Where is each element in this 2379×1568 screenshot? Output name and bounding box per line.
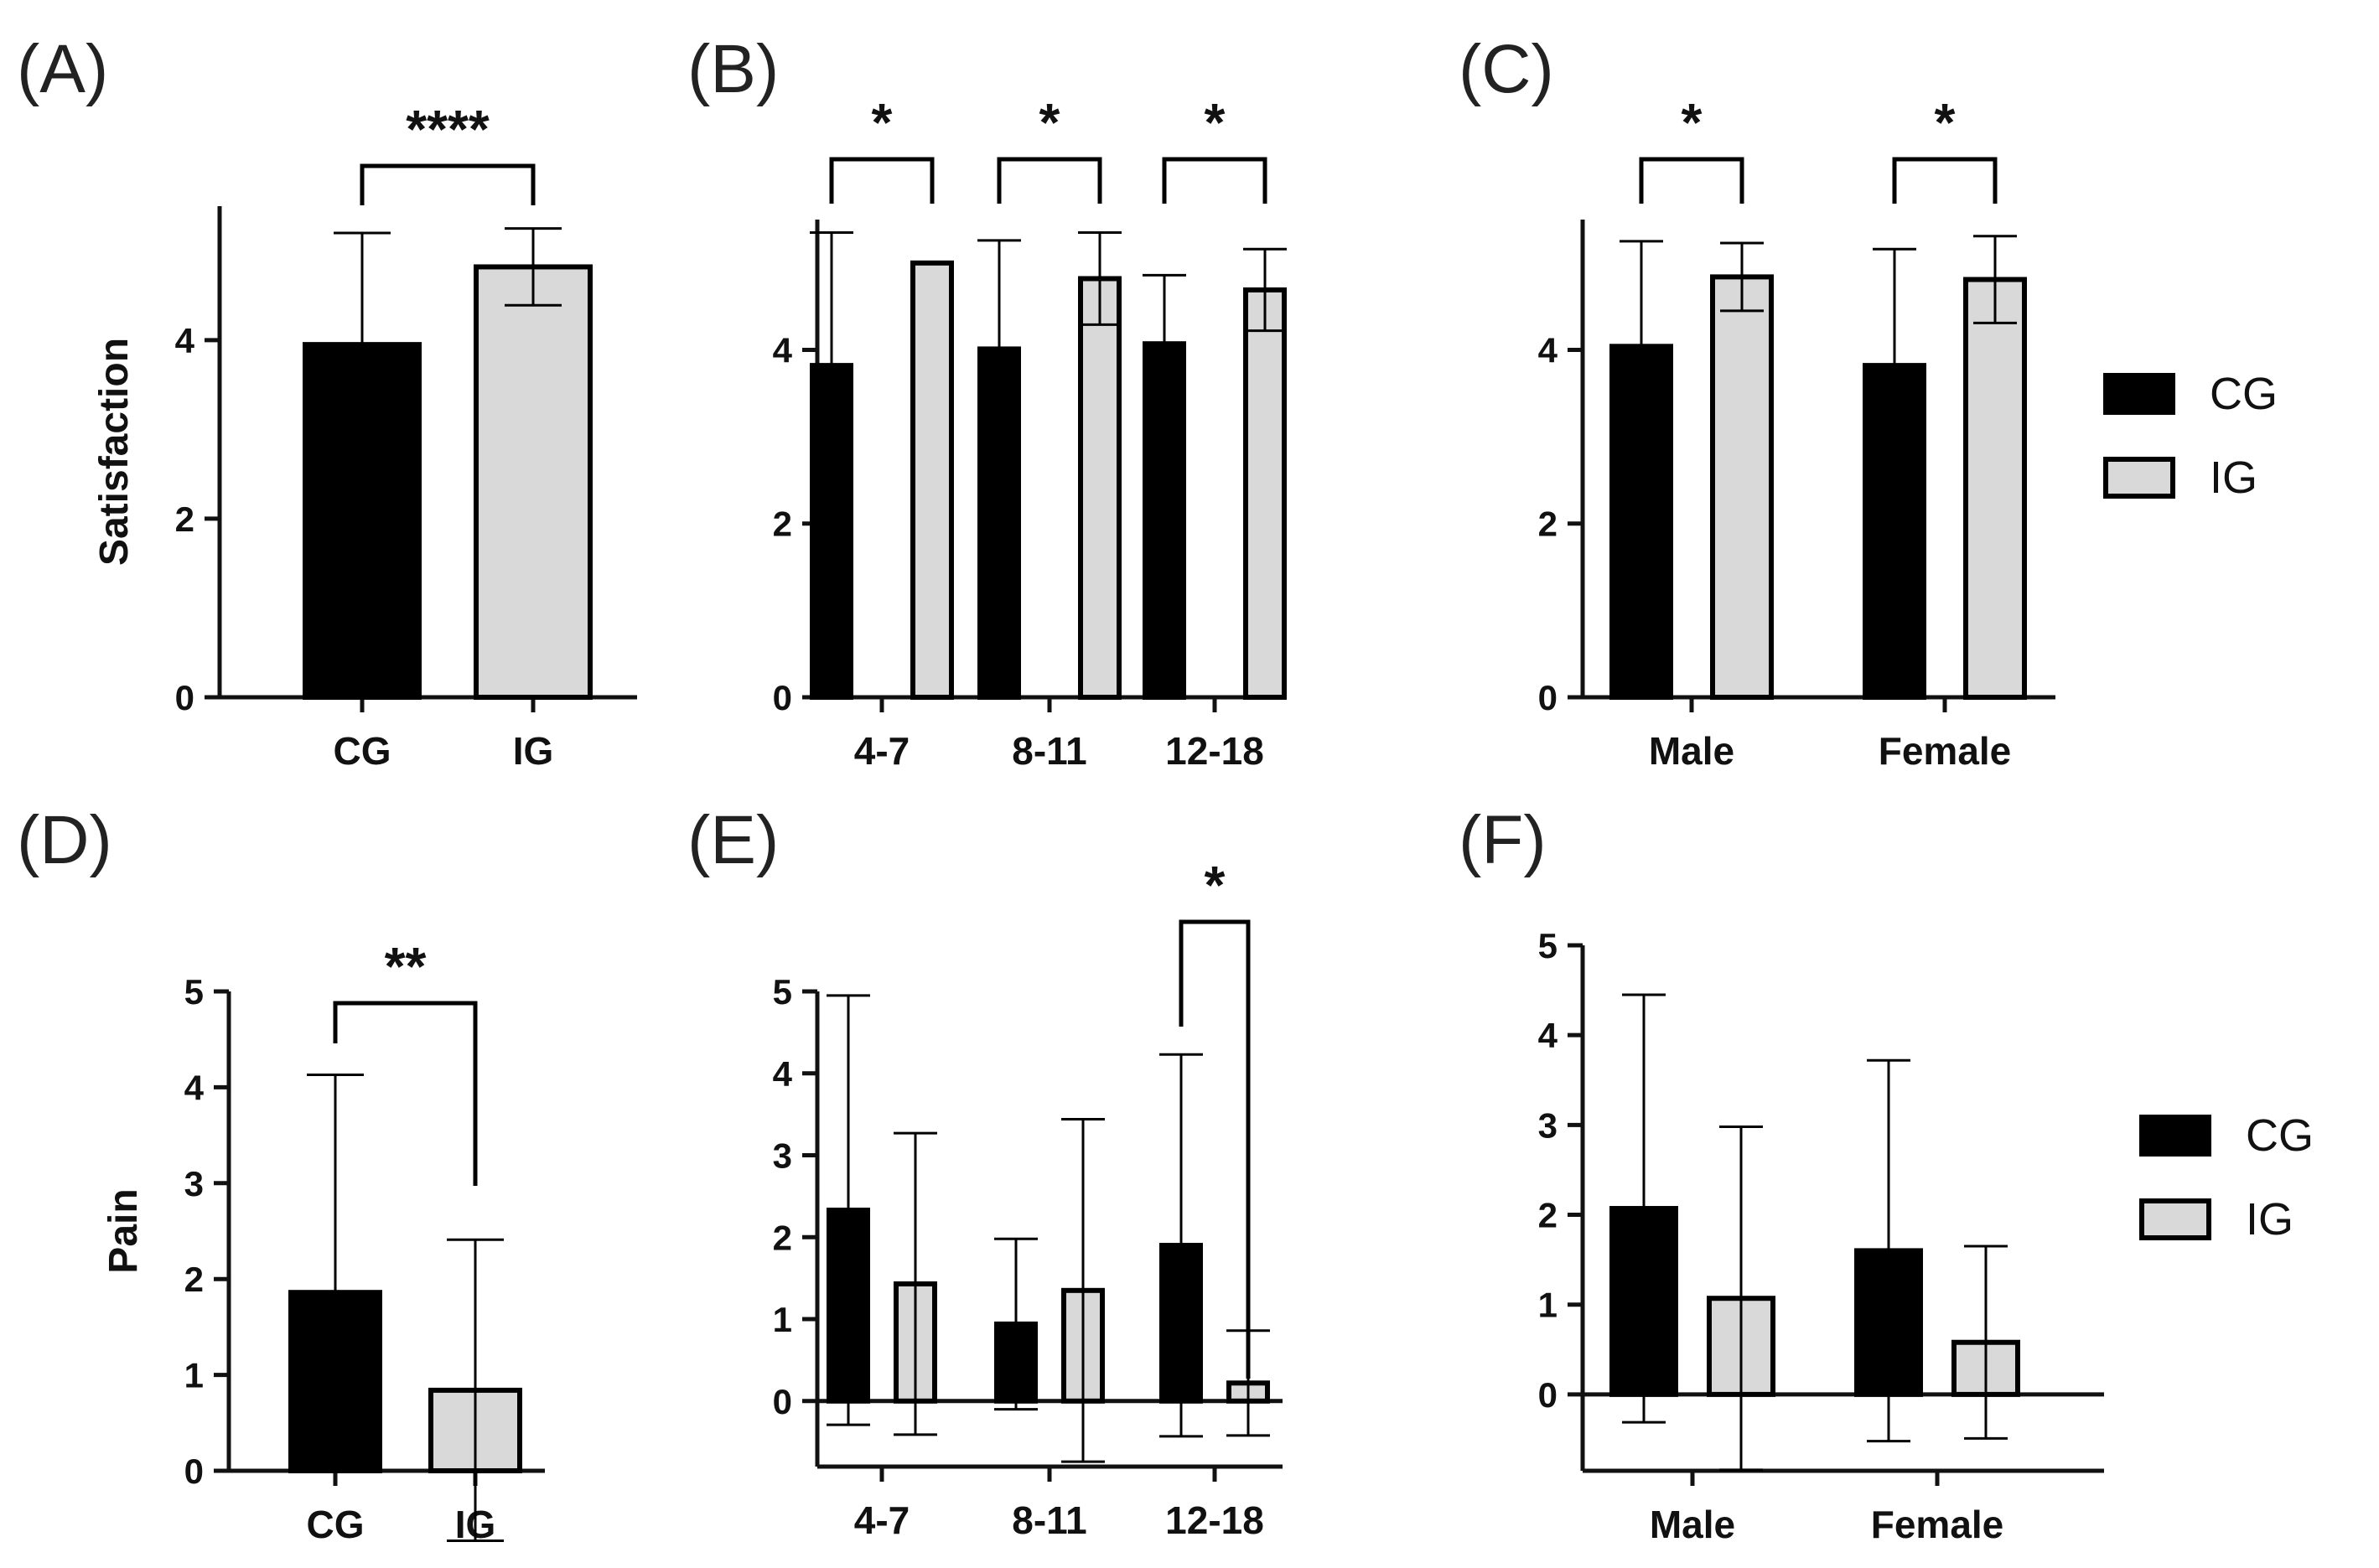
x-tick-label: 4-7	[854, 729, 910, 773]
legend-label: IG	[2246, 1194, 2293, 1245]
significance-bracket	[1162, 157, 1267, 204]
panel-c: (C) 0 2 4 Male Female * *	[1459, 31, 2055, 773]
significance-bracket	[1892, 157, 1998, 204]
y-tick-label: 2	[773, 505, 792, 544]
x-tick-label: CG	[307, 1503, 365, 1546]
panel-label: (D)	[17, 802, 112, 878]
significance-label: ****	[406, 99, 490, 159]
legend-label: CG	[2246, 1110, 2314, 1161]
significance-label: *	[872, 92, 893, 153]
legend-swatch	[2139, 1115, 2211, 1157]
legend: CG IG	[2139, 1110, 2314, 1245]
bar	[1863, 363, 1926, 700]
y-tick-label: 5	[184, 972, 204, 1012]
legend-label: IG	[2210, 453, 2257, 503]
y-tick-label: 4	[1538, 330, 1558, 370]
y-tick-label: 4	[184, 1068, 205, 1107]
panel-label: (E)	[687, 802, 779, 878]
significance-label: *	[1039, 92, 1060, 153]
panel-a: (A) Satisfaction 0 2 4 CG IG ****	[17, 31, 637, 773]
y-tick-label: 0	[773, 678, 792, 717]
bar	[303, 342, 422, 700]
bar	[1609, 344, 1673, 700]
significance-bracket	[997, 157, 1102, 204]
x-tick-label: 12-18	[1165, 1498, 1264, 1542]
y-tick-label: 3	[773, 1136, 792, 1176]
bar	[1243, 287, 1287, 700]
y-tick-label: 0	[184, 1452, 204, 1491]
y-tick-label: 1	[184, 1356, 204, 1395]
x-tick-label: 4-7	[854, 1498, 910, 1542]
y-tick-label: 0	[175, 678, 194, 717]
panel-label: (F)	[1459, 802, 1547, 878]
panel-label: (B)	[687, 31, 779, 107]
significance-label: *	[1205, 855, 1226, 915]
legend-swatch	[2139, 1198, 2211, 1240]
significance-label: *	[1935, 92, 1956, 153]
y-tick-label: 3	[1538, 1105, 1557, 1145]
bar	[1143, 341, 1186, 700]
y-tick-label: 0	[1538, 1375, 1557, 1415]
bar	[1078, 276, 1122, 700]
y-tick-label: 2	[175, 499, 194, 539]
legend: CG IG	[2103, 369, 2278, 503]
bar	[1710, 274, 1774, 700]
y-tick-label: 0	[773, 1382, 792, 1421]
y-tick-label: 4	[1538, 1016, 1558, 1055]
x-tick-label: Female	[1879, 729, 2012, 773]
y-tick-label: 4	[773, 1054, 793, 1094]
legend-swatch	[2103, 457, 2175, 499]
y-axis-label: Pain	[101, 1188, 146, 1273]
panel-e: (E) 0 1 2 3 4 5 4-7 8-11 12-18 *	[687, 802, 1283, 1542]
bar	[1963, 277, 2027, 700]
y-tick-label: 1	[773, 1300, 792, 1339]
significance-bracket	[1179, 919, 1251, 1379]
y-tick-label: 2	[1538, 1196, 1557, 1235]
significance-label: **	[385, 936, 427, 996]
significance-bracket	[829, 157, 935, 204]
significance-label: *	[1205, 92, 1226, 153]
x-tick-label: 8-11	[1012, 1498, 1087, 1542]
panel-b: (B) 0 2 4 4-7 8-11 12-18 * * *	[687, 31, 1287, 773]
y-axis-label: Satisfaction	[92, 338, 137, 566]
x-tick-label: 8-11	[1012, 729, 1087, 773]
x-tick-label: Male	[1650, 1503, 1735, 1546]
y-tick-label: 4	[773, 330, 793, 370]
legend-label: CG	[2210, 369, 2278, 419]
y-tick-label: 5	[1538, 926, 1557, 965]
bar	[288, 1290, 382, 1473]
panel-label: (A)	[17, 31, 108, 107]
x-tick-label: 12-18	[1165, 729, 1264, 773]
y-tick-label: 2	[1538, 505, 1557, 544]
significance-label: *	[1682, 92, 1703, 153]
y-tick-label: 2	[773, 1218, 792, 1257]
significance-bracket	[1639, 157, 1744, 204]
x-tick-label: Male	[1649, 729, 1734, 773]
panel-f: (F) 0 1 2 3 4 5 Male Female	[1459, 802, 2104, 1546]
significance-bracket	[333, 1001, 478, 1186]
bar	[910, 260, 954, 700]
x-tick-label: Female	[1871, 1503, 2004, 1546]
bar	[474, 264, 593, 700]
y-tick-label: 1	[1538, 1286, 1557, 1325]
bar	[810, 363, 853, 700]
significance-bracket	[360, 163, 536, 205]
bar	[977, 346, 1021, 700]
y-tick-label: 0	[1538, 678, 1557, 717]
panel-label: (C)	[1459, 31, 1554, 107]
y-tick-label: 2	[184, 1260, 204, 1299]
y-tick-label: 5	[773, 972, 792, 1012]
legend-swatch	[2103, 373, 2175, 415]
y-tick-label: 3	[184, 1164, 204, 1203]
y-tick-label: 4	[175, 321, 195, 360]
x-tick-label: CG	[334, 729, 391, 773]
x-tick-label: IG	[513, 729, 554, 773]
